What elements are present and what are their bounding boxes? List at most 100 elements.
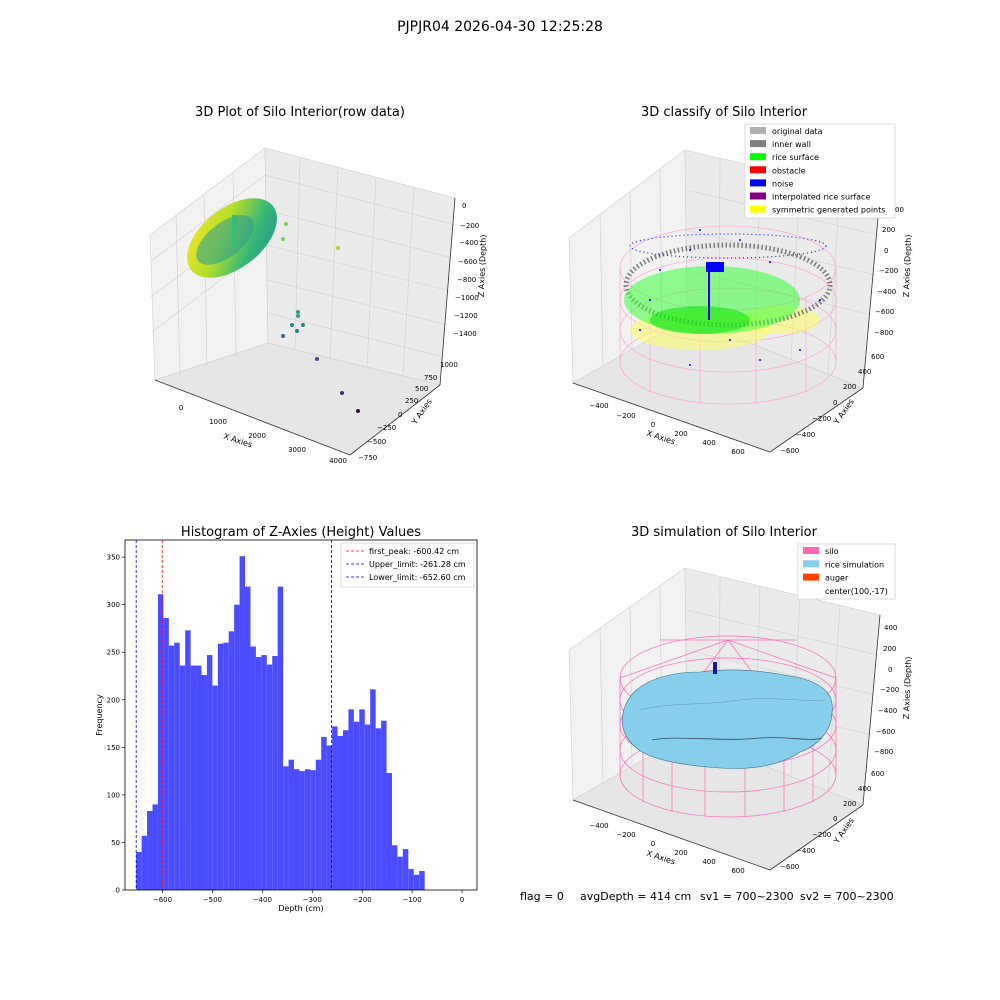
- histogram-bar: [315, 759, 322, 890]
- x-tick-label: 400: [702, 858, 715, 866]
- histogram-bar: [408, 869, 414, 890]
- x-tick-label: −600: [153, 896, 172, 904]
- histogram-bar: [174, 642, 180, 890]
- grid-lines: [149, 156, 456, 377]
- legend-label: rice surface: [772, 153, 819, 162]
- x-tick-label: −200: [616, 412, 635, 420]
- auger: [713, 662, 717, 674]
- histogram-bar: [359, 709, 365, 890]
- histogram-bar: [152, 804, 158, 890]
- z-tick-label: −600: [458, 258, 477, 266]
- legend-swatch: [803, 560, 819, 568]
- y-tick-label: 50: [111, 839, 120, 847]
- z-tick-label: −800: [874, 329, 893, 337]
- histogram-bar: [250, 646, 256, 890]
- histogram-bar: [299, 771, 305, 890]
- histogram-bar: [381, 720, 387, 890]
- x-tick-label: −300: [303, 896, 322, 904]
- chart-title: 3D Plot of Silo Interior(row data): [195, 105, 405, 120]
- y-tick-labels: −600 −400 −200 0 200 400 600: [780, 353, 884, 455]
- panel-classify-3d: 3D classify of Silo Interior: [568, 105, 913, 456]
- histogram-bar: [413, 874, 420, 890]
- y-tick-label: −400: [796, 847, 815, 855]
- legend-label: Upper_limit: -261.28 cm: [369, 560, 466, 569]
- z-tick-label: −200: [879, 267, 898, 275]
- histogram-bar: [353, 721, 360, 890]
- x-tick-label: 4000: [329, 457, 347, 465]
- x-tick-labels: −400 −200 0 200 400 600: [589, 402, 744, 456]
- y-tick-label: 500: [415, 385, 428, 393]
- panel-histogram: Histogram of Z-Axies (Height) Values −60…: [95, 525, 478, 913]
- status-line: flag = 0 avgDepth = 414 cm sv1 = 700~230…: [520, 890, 894, 903]
- legend-label: silo: [825, 547, 839, 556]
- x-tick-label: −200: [616, 831, 635, 839]
- histogram-bar: [310, 770, 316, 890]
- panel-raw-3d: 3D Plot of Silo Interior(row data): [149, 105, 488, 465]
- x-tick-label: 3000: [288, 446, 306, 454]
- histogram-bar: [201, 675, 207, 890]
- y-tick-label: 350: [107, 554, 120, 562]
- y-tick-label: −500: [367, 438, 386, 446]
- histogram-bar: [272, 656, 278, 890]
- legend-swatch: [750, 205, 766, 213]
- histogram-bar: [163, 617, 169, 890]
- z-tick-label: −400: [877, 288, 896, 296]
- legend-label: obstacle: [772, 166, 806, 175]
- histogram-bar: [402, 849, 409, 890]
- histogram-bar: [375, 728, 382, 890]
- z-tick-label: 0: [462, 202, 466, 210]
- y-tick-label: 150: [107, 744, 120, 752]
- histogram-bar: [141, 835, 148, 890]
- histogram-bar: [386, 773, 392, 890]
- x-tick-label: 0: [651, 840, 655, 848]
- legend: first_peak: -600.42 cm Upper_limit: -261.…: [340, 542, 475, 588]
- chart-title: 3D simulation of Silo Interior: [631, 525, 818, 540]
- histogram-bar: [342, 730, 349, 890]
- legend-label: center(100,-17): [825, 587, 888, 596]
- z-tick-label: −800: [457, 276, 476, 284]
- sv1-text: sv1 = 700~2300: [700, 890, 794, 903]
- y-tick-label: 200: [843, 800, 856, 808]
- legend: original data inner wall rice surface obsta…: [744, 123, 896, 219]
- histogram-bar: [266, 664, 273, 890]
- flag-text: flag = 0: [520, 890, 564, 903]
- histogram-bar: [294, 769, 300, 890]
- histogram-bar: [283, 766, 289, 890]
- legend-swatch: [750, 140, 766, 148]
- y-tick-label: −750: [358, 454, 377, 462]
- histogram-bar: [168, 645, 175, 890]
- histogram-bar: [179, 665, 186, 890]
- histogram-bar: [147, 811, 153, 890]
- histogram-bar: [185, 630, 191, 890]
- reference-lines: [135, 540, 332, 890]
- y-tick-label: 300: [107, 601, 120, 609]
- histogram-bar: [397, 856, 403, 890]
- y-tick-label: 1000: [440, 361, 458, 369]
- y-tick-label: 200: [107, 696, 120, 704]
- legend-swatch: [750, 153, 766, 161]
- legend-label: auger: [825, 574, 849, 583]
- x-ticks: −600 −500 −400 −300 −200 −100 0: [153, 890, 464, 904]
- legend-swatch: [750, 192, 766, 200]
- histogram-bar: [348, 709, 354, 890]
- z-tick-label: 00: [895, 206, 904, 214]
- legend-swatch: [750, 166, 766, 174]
- histogram-bar: [364, 724, 371, 890]
- histogram-bar: [277, 586, 284, 890]
- x-tick-label: 1000: [209, 418, 227, 426]
- z-tick-label: −400: [459, 239, 478, 247]
- histogram-bar: [391, 845, 398, 890]
- y-tick-label: 600: [871, 353, 884, 361]
- legend-label: noise: [772, 179, 793, 188]
- x-tick-label: 2000: [248, 432, 266, 440]
- z-axis-label: Z Axies (Depth): [902, 656, 913, 719]
- y-tick-label: −400: [796, 431, 815, 439]
- histogram-bar: [217, 643, 224, 890]
- z-tick-label: −400: [878, 707, 897, 715]
- chart-title: Histogram of Z-Axies (Height) Values: [181, 525, 421, 540]
- histogram-bar: [228, 631, 235, 890]
- legend-label: original data: [772, 127, 823, 136]
- z-axis-label: Z Axies (Depth): [477, 234, 488, 297]
- y-tick-label: 0: [833, 815, 837, 823]
- x-tick-label: 200: [674, 430, 687, 438]
